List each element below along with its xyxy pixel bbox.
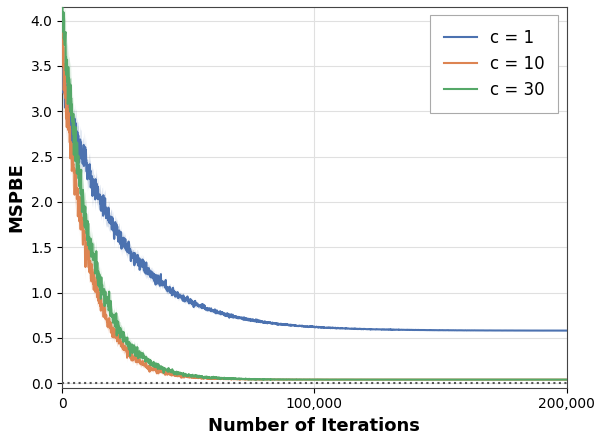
c = 10	[548, 377, 556, 382]
c = 1	[456, 328, 464, 333]
c = 30	[456, 377, 464, 382]
c = 10	[549, 377, 556, 382]
c = 1	[304, 324, 311, 329]
c = 10	[563, 377, 570, 382]
c = 30	[548, 377, 556, 382]
c = 1	[291, 323, 298, 328]
c = 30	[304, 377, 311, 382]
c = 30	[563, 377, 570, 382]
c = 1	[85, 174, 92, 179]
c = 1	[548, 328, 556, 333]
Line: c = 10: c = 10	[62, 32, 566, 380]
c = 1	[548, 328, 556, 333]
Y-axis label: MSPBE: MSPBE	[7, 162, 25, 232]
c = 10	[59, 30, 66, 35]
Line: c = 30: c = 30	[62, 0, 566, 380]
c = 1	[58, 84, 66, 89]
Line: c = 1: c = 1	[62, 69, 566, 331]
Legend: c = 1, c = 10, c = 30: c = 1, c = 10, c = 30	[430, 15, 558, 113]
c = 30	[548, 377, 556, 382]
c = 1	[60, 66, 67, 72]
c = 10	[456, 377, 464, 382]
c = 1	[563, 328, 570, 333]
X-axis label: Number of Iterations: Number of Iterations	[208, 417, 420, 435]
c = 10	[291, 377, 298, 382]
c = 10	[58, 57, 66, 62]
c = 10	[305, 377, 312, 382]
c = 10	[85, 249, 92, 254]
c = 30	[297, 377, 304, 382]
c = 1	[563, 328, 570, 333]
c = 30	[84, 243, 92, 248]
c = 10	[296, 377, 303, 382]
c = 30	[291, 377, 298, 382]
